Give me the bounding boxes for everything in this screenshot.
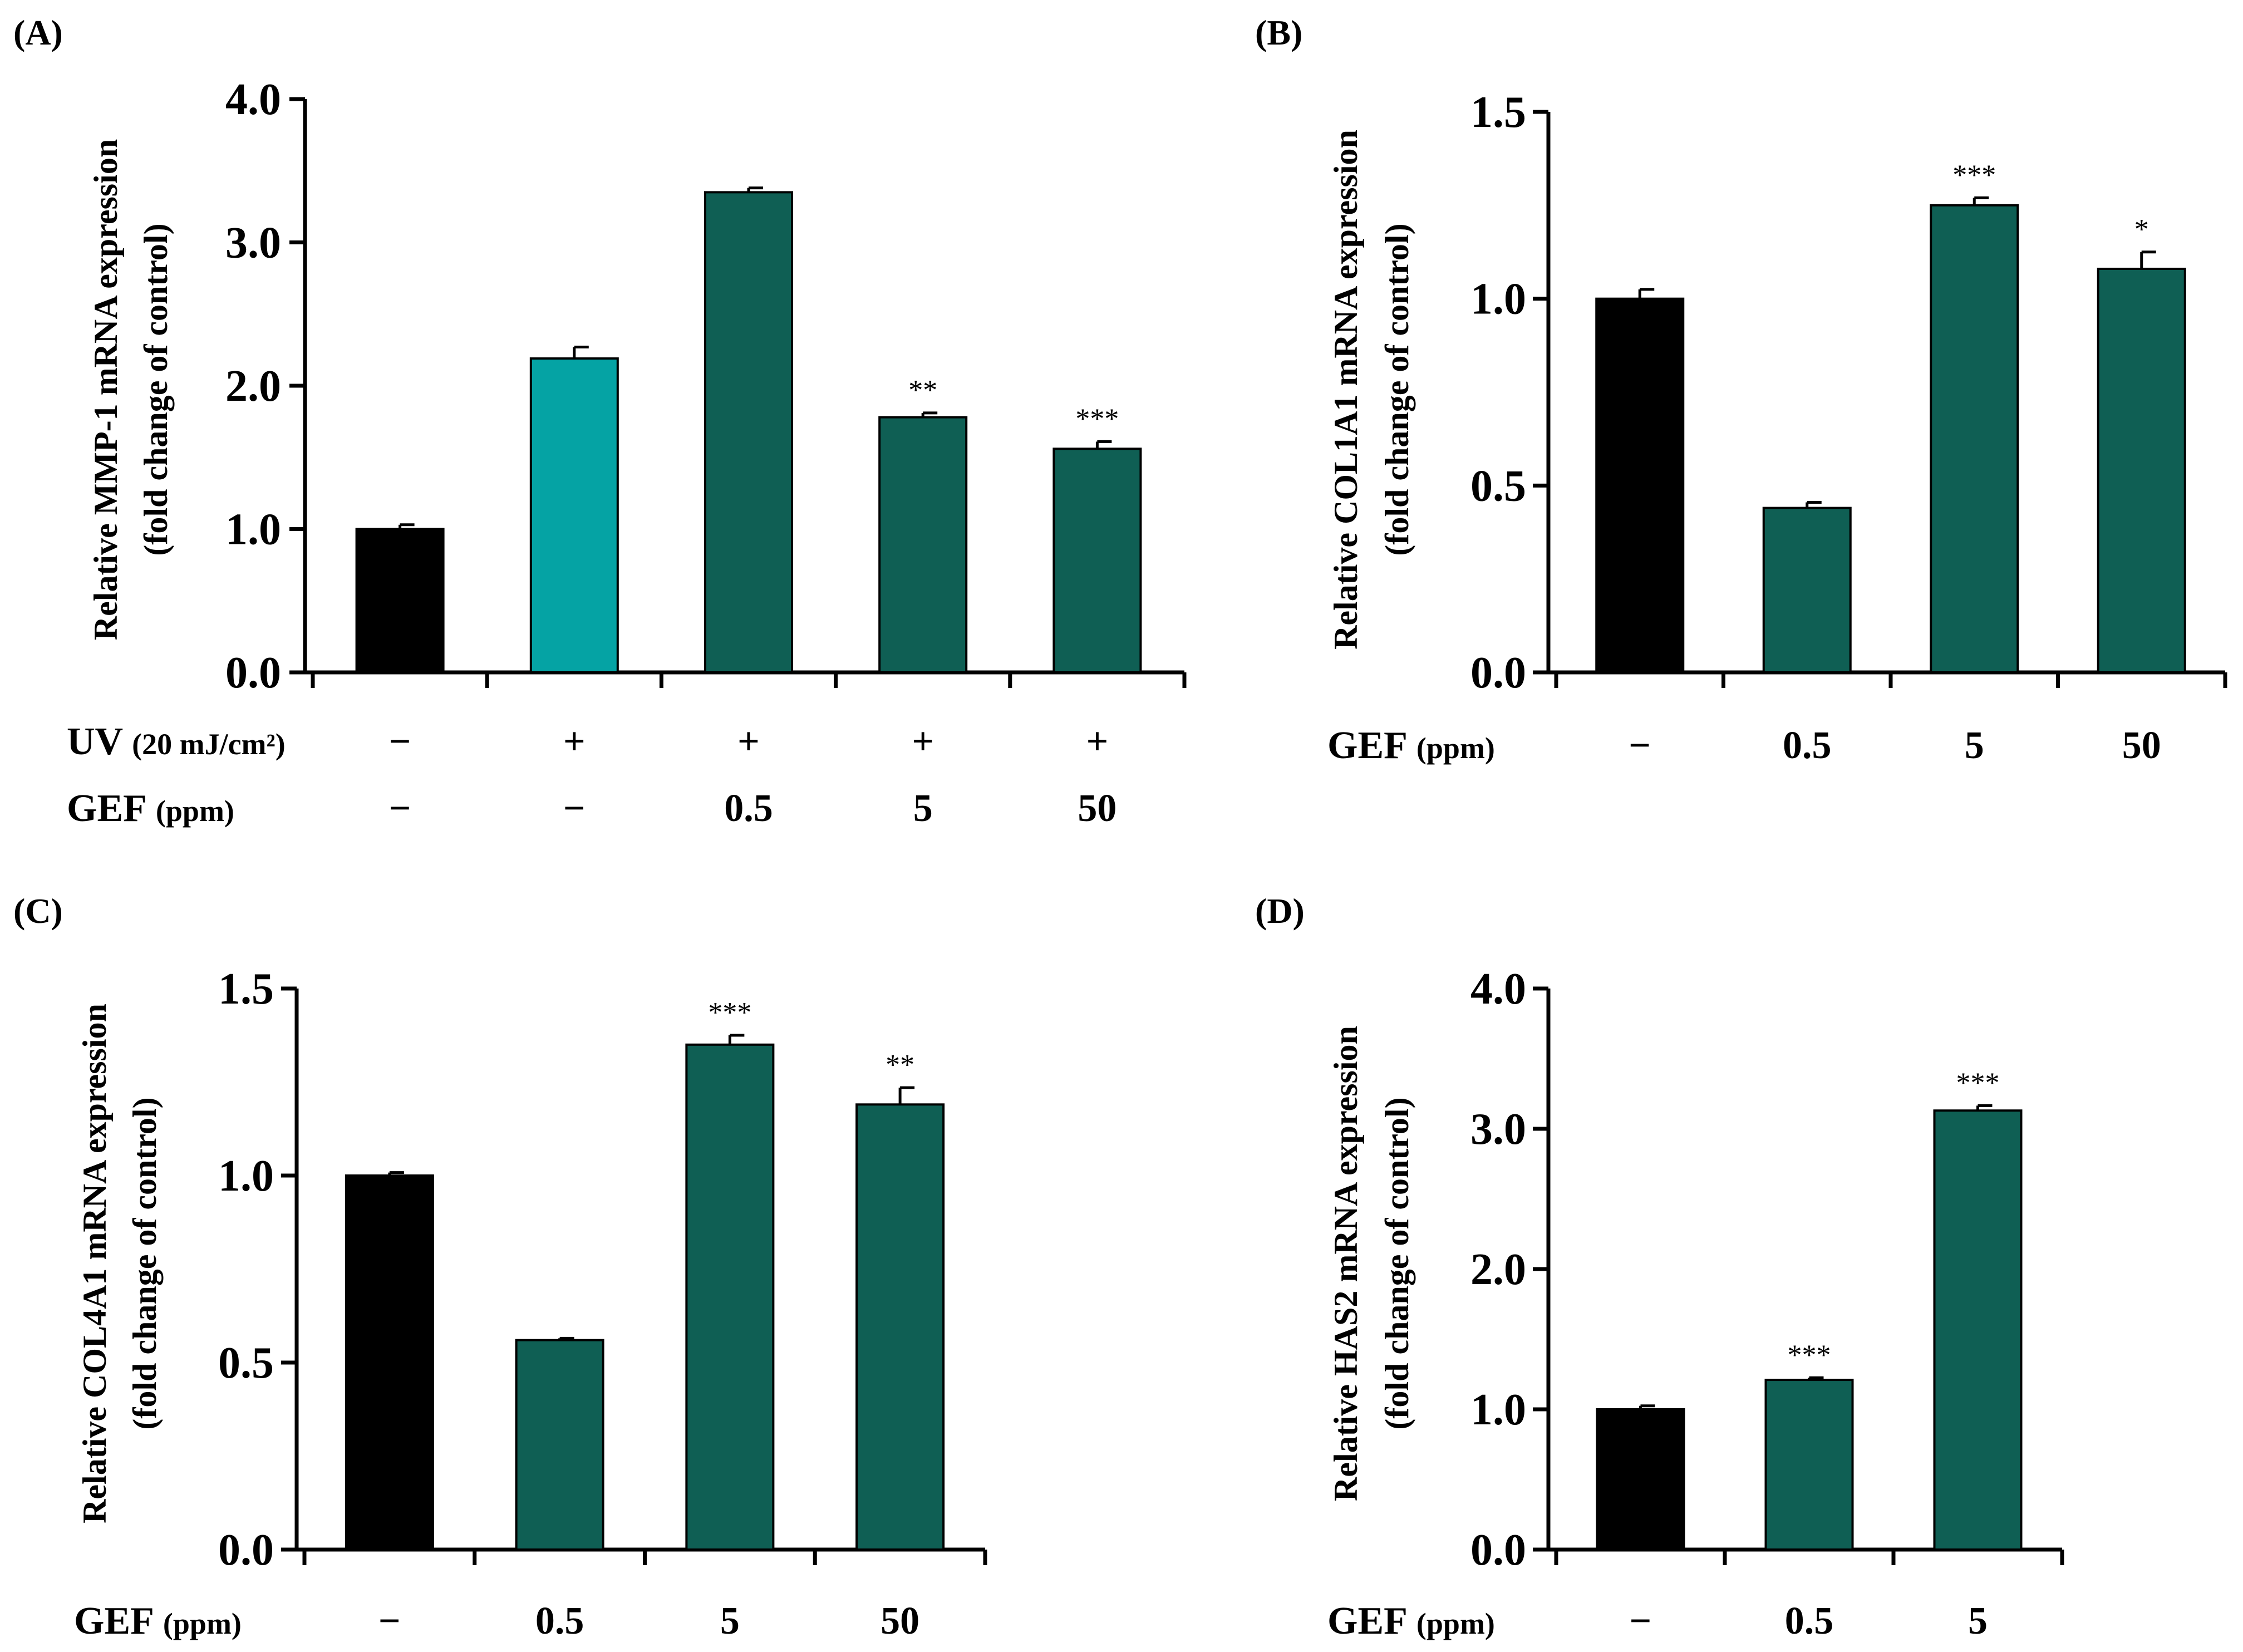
bar <box>878 416 968 674</box>
y-tick-label: 3.0 <box>225 219 281 268</box>
x-category-label: 5 <box>913 787 933 830</box>
x-category-label: + <box>1086 720 1108 763</box>
chart-panel-a: (A) Relative MMP-1 mRNA expression (fold c… <box>13 13 1187 830</box>
x-category-label: 5 <box>1968 1600 1988 1643</box>
x-category-label: − <box>378 1600 401 1643</box>
significance-marker: *** <box>1952 159 1996 191</box>
y-axis-label: Relative COL4A1 mRNA expression <box>76 1004 113 1523</box>
x-category-label: 0.5 <box>535 1600 584 1643</box>
x-category-label: 0.5 <box>724 787 773 830</box>
bar <box>355 528 445 673</box>
y-tick-label: 0.5 <box>218 1339 274 1388</box>
condition-row-label: UV <box>67 720 123 763</box>
x-category-label: − <box>389 720 411 763</box>
bar <box>1596 1408 1685 1551</box>
y-axis-label: Relative COL1A1 mRNA expression <box>1327 130 1364 650</box>
condition-row-unit: (ppm) <box>1416 1607 1495 1640</box>
x-category-label: + <box>737 720 760 763</box>
condition-row-unit: (20 mJ/cm²) <box>132 727 286 761</box>
chart-panel-b: (B) Relative COL1A1 mRNA expression (fold … <box>1255 13 2227 767</box>
significance-marker: *** <box>1956 1067 2000 1099</box>
significance-marker: * <box>2134 214 2149 245</box>
bar <box>685 1043 775 1551</box>
y-tick-label: 2.0 <box>225 362 281 411</box>
bar <box>2097 267 2186 673</box>
panel-label: (C) <box>13 891 63 931</box>
significance-marker: ** <box>908 375 937 406</box>
significance-marker: ** <box>886 1049 914 1081</box>
bar <box>1930 204 2019 674</box>
significance-marker: *** <box>1075 403 1119 435</box>
x-category-label: 50 <box>881 1600 919 1643</box>
panel-label: (B) <box>1255 13 1302 52</box>
y-tick-label: 2.0 <box>1470 1245 1526 1294</box>
bar <box>1762 507 1852 673</box>
x-category-label: − <box>1630 1600 1652 1643</box>
x-category-label: + <box>563 720 586 763</box>
x-category-label: + <box>912 720 934 763</box>
x-category-label: 5 <box>720 1600 740 1643</box>
x-category-label: 50 <box>2122 724 2161 767</box>
y-axis-label-units: (fold change of control) <box>126 1097 163 1429</box>
y-tick-label: 1.0 <box>218 1152 274 1201</box>
bar <box>345 1174 434 1551</box>
panel-label: (A) <box>13 13 63 52</box>
y-axis-label-units: (fold change of control) <box>1379 223 1415 555</box>
bar <box>515 1339 604 1551</box>
y-axis-label-units: (fold change of control) <box>1379 1097 1415 1429</box>
y-tick-label: 0.0 <box>1470 648 1526 697</box>
x-category-label: 50 <box>1078 787 1116 830</box>
condition-row-label: GEF <box>67 787 147 830</box>
condition-row-label: GEF <box>74 1600 154 1643</box>
bar <box>1595 297 1685 673</box>
condition-row-label: GEF <box>1327 724 1408 767</box>
bar <box>529 357 619 673</box>
x-category-label: 5 <box>1965 724 1984 767</box>
panel-label: (D) <box>1255 891 1305 931</box>
x-category-label: − <box>563 787 586 830</box>
y-axis-label: Relative HAS2 mRNA expression <box>1327 1026 1364 1501</box>
bar <box>704 191 793 673</box>
y-tick-label: 0.0 <box>218 1526 274 1575</box>
bar <box>1933 1109 2023 1551</box>
y-tick-label: 1.0 <box>1470 275 1526 324</box>
y-axis-label: Relative MMP-1 mRNA expression <box>87 139 124 640</box>
x-category-label: − <box>389 787 411 830</box>
y-tick-label: 1.0 <box>225 505 281 554</box>
condition-row-unit: (ppm) <box>163 1607 242 1640</box>
chart-panel-c: (C) Relative COL4A1 mRNA expression (fold … <box>13 891 987 1643</box>
condition-row-label: GEF <box>1327 1600 1408 1643</box>
y-tick-label: 0.0 <box>225 648 281 697</box>
bar <box>855 1103 945 1551</box>
y-tick-label: 0.0 <box>1470 1526 1526 1575</box>
chart-panel-d: (D) Relative HAS2 mRNA expression (fold ch… <box>1255 891 2064 1643</box>
y-tick-label: 4.0 <box>225 75 281 124</box>
significance-marker: *** <box>1788 1339 1831 1371</box>
y-tick-label: 0.5 <box>1470 461 1526 510</box>
condition-row-unit: (ppm) <box>1416 731 1495 765</box>
y-tick-label: 1.5 <box>1470 88 1526 137</box>
bar <box>1052 448 1142 673</box>
y-tick-label: 1.0 <box>1470 1385 1526 1434</box>
significance-marker: *** <box>708 997 751 1029</box>
y-tick-label: 3.0 <box>1470 1105 1526 1154</box>
x-category-label: 0.5 <box>1783 724 1832 767</box>
x-category-label: 0.5 <box>1785 1600 1834 1643</box>
y-tick-label: 1.5 <box>218 965 274 1014</box>
x-category-label: − <box>1629 724 1651 767</box>
condition-row-unit: (ppm) <box>156 794 234 828</box>
y-axis-label-units: (fold change of control) <box>137 223 174 555</box>
y-tick-label: 4.0 <box>1470 965 1526 1014</box>
bar <box>1764 1379 1854 1551</box>
